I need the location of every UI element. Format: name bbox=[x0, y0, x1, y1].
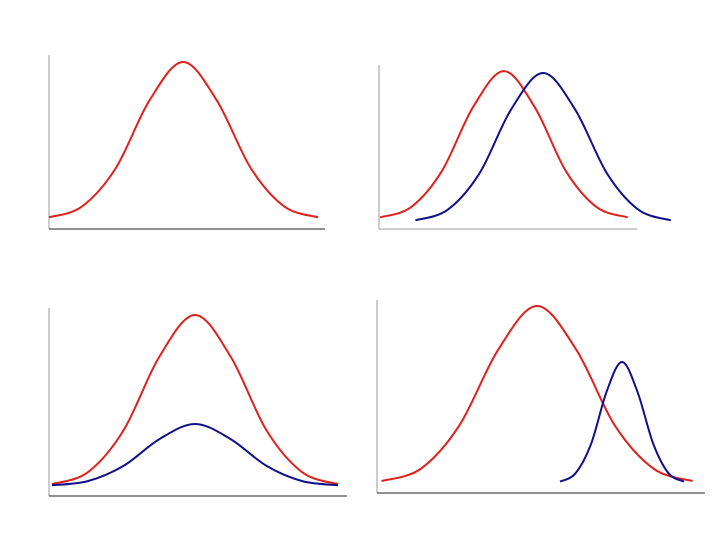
curve bbox=[415, 72, 672, 222]
curve bbox=[381, 304, 693, 483]
curve bbox=[379, 70, 629, 219]
curve bbox=[51, 313, 339, 486]
curve bbox=[51, 422, 339, 487]
curve bbox=[559, 360, 685, 483]
curve bbox=[48, 60, 319, 219]
